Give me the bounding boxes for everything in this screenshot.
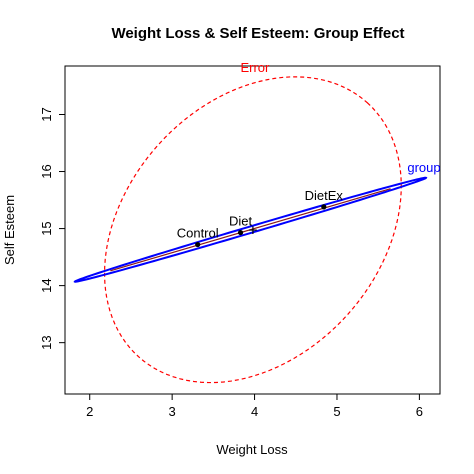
x-axis-label: Weight Loss — [216, 442, 288, 457]
y-axis-label: Self Esteem — [2, 195, 17, 265]
x-tick-label: 4 — [251, 404, 258, 419]
axes: 2 3 4 5 6 13 14 15 16 17 — [39, 107, 423, 419]
ellipses: Error group — [73, 60, 441, 384]
group-mean-label: Diet — [229, 214, 253, 229]
plot-area-frame — [64, 65, 441, 395]
y-tick-label: 14 — [39, 278, 54, 292]
group-ellipse-label: group — [407, 160, 440, 175]
x-tick-label: 2 — [86, 404, 93, 419]
group-mean-point — [237, 229, 244, 236]
error-ellipse — [103, 76, 402, 384]
y-tick-label: 16 — [39, 164, 54, 178]
group-mean-point — [321, 204, 327, 210]
chart-title: Weight Loss & Self Esteem: Group Effect — [111, 25, 404, 42]
error-ellipse-label: Error — [240, 60, 270, 75]
x-tick-label: 6 — [416, 404, 423, 419]
x-tick-label: 5 — [333, 404, 340, 419]
data-marks: Control Diet DietEx + — [177, 188, 344, 248]
grand-mean-marker: + — [248, 223, 257, 240]
group-mean-point — [195, 241, 201, 248]
y-tick-label: 13 — [39, 335, 54, 349]
group-mean-label: Control — [177, 226, 219, 241]
x-tick-label: 3 — [169, 404, 176, 419]
group-axis-line — [110, 188, 391, 272]
group-ellipse — [73, 176, 428, 283]
group-mean-label: DietEx — [305, 188, 344, 203]
y-tick-label: 15 — [39, 221, 54, 235]
y-tick-label: 17 — [39, 107, 54, 121]
